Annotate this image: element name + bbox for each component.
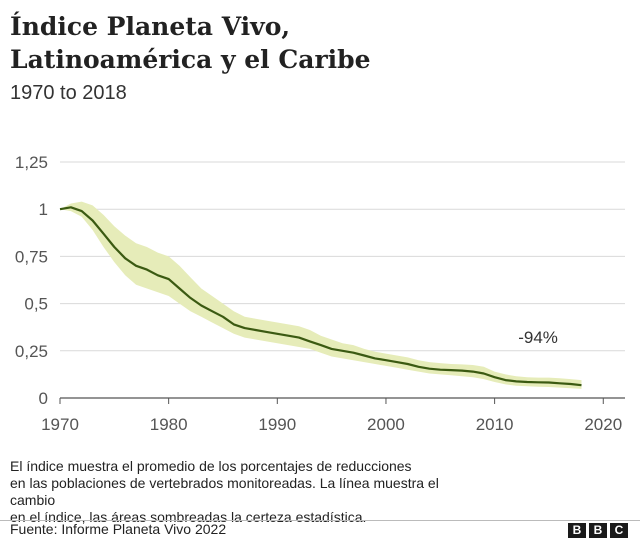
line-chart: 0 0,25 0,5 0,75 1 1,25 1970 1980 1990 2000 2010 20… <box>15 153 625 434</box>
logo-letter-c: C <box>610 523 628 538</box>
x-tick-label: 2000 <box>367 415 405 434</box>
confidence-band-area <box>60 201 582 389</box>
x-tick-label: 1990 <box>258 415 296 434</box>
y-tick-label: 0,5 <box>24 295 48 314</box>
logo-letter-b2: B <box>589 523 607 538</box>
x-tick-label: 2020 <box>584 415 622 434</box>
chart-note: El índice muestra el promedio de los por… <box>10 458 480 526</box>
logo-letter-b1: B <box>568 523 586 538</box>
x-tick-label: 2010 <box>476 415 514 434</box>
annotations: -94% <box>518 328 558 347</box>
title-line-2: Latinoamérica y el Caribe <box>10 45 371 74</box>
index-line-path <box>59 206 582 387</box>
y-tick-label: 0,25 <box>15 342 48 361</box>
note-line-1: El índice muestra el promedio de los por… <box>10 458 412 474</box>
y-tick-label: 1,25 <box>15 153 48 172</box>
y-tick-label: 0,75 <box>15 247 48 266</box>
x-tick-label: 1980 <box>150 415 188 434</box>
footer-divider <box>0 520 640 521</box>
bbc-logo: B B C <box>568 523 628 538</box>
title-line-1: Índice Planeta Vivo, <box>10 12 291 41</box>
confidence-band <box>60 201 582 389</box>
chart-title: Índice Planeta Vivo, Latinoamérica y el … <box>10 10 630 76</box>
note-line-3: en el índice, las áreas sombreadas la ce… <box>10 509 367 525</box>
annotation-label: -94% <box>518 328 558 347</box>
index-line <box>59 206 582 387</box>
chart-subtitle: 1970 to 2018 <box>10 82 127 104</box>
y-tick-label: 1 <box>39 200 48 219</box>
source-text: Fuente: Informe Planeta Vivo 2022 <box>10 521 227 537</box>
y-tick-labels: 0 0,25 0,5 0,75 1 1,25 <box>15 153 48 408</box>
x-tick-label: 1970 <box>41 415 79 434</box>
y-tick-label: 0 <box>39 389 48 408</box>
x-tick-labels: 1970 1980 1990 2000 2010 2020 <box>41 398 622 434</box>
note-line-2: en las poblaciones de vertebrados monito… <box>10 475 439 508</box>
